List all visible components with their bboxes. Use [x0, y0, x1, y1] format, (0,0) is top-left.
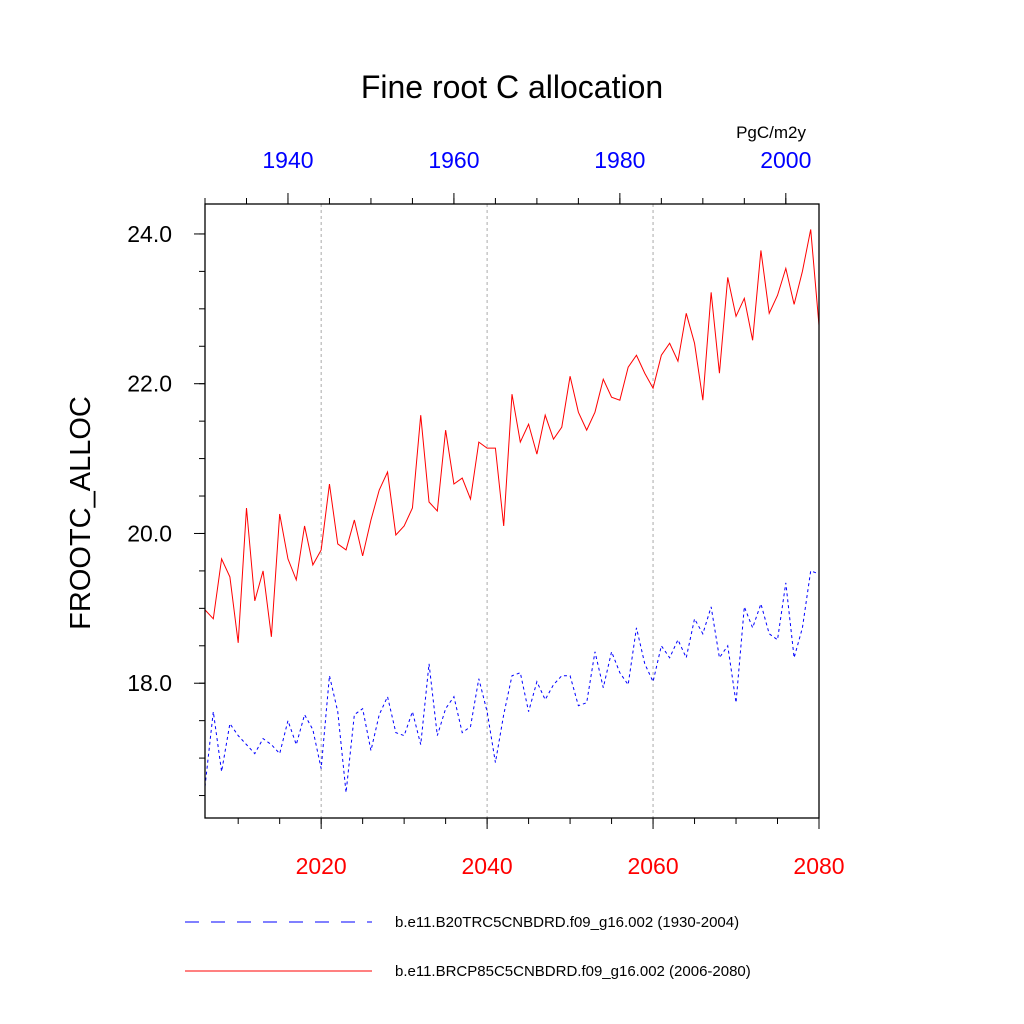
y-axis-label: FROOTC_ALLOC — [65, 396, 97, 630]
y-tick-label: 22.0 — [127, 371, 172, 397]
x-top-tick-label: 1980 — [594, 147, 645, 173]
y-axis: 18.0 20.0 22.0 24.0 — [127, 221, 205, 797]
legend-item-rcp85: b.e11.BRCP85C5CNBDRD.f09_g16.002 (2006-2… — [185, 963, 751, 980]
y-tick-label: 18.0 — [127, 670, 172, 696]
x-axis-bottom: 2020 2040 2060 2080 — [237, 818, 845, 879]
legend-label-rcp85: b.e11.BRCP85C5CNBDRD.f09_g16.002 (2006-2… — [395, 963, 751, 980]
series-layer — [205, 229, 819, 793]
y-tick-label: 24.0 — [127, 221, 172, 247]
legend-label-historical: b.e11.B20TRC5CNBDRD.f09_g16.002 (1930-20… — [395, 914, 739, 931]
series-line-historical — [205, 570, 819, 793]
x-bottom-tick-label: 2060 — [627, 853, 678, 879]
x-bottom-tick-label: 2080 — [793, 853, 844, 879]
x-bottom-tick-label: 2040 — [462, 853, 513, 879]
x-top-tick-label: 1940 — [262, 147, 313, 173]
units-label: PgC/m2y — [736, 123, 806, 142]
legend-item-historical: b.e11.B20TRC5CNBDRD.f09_g16.002 (1930-20… — [185, 914, 739, 931]
y-tick-label: 20.0 — [127, 520, 172, 546]
plot-frame — [204, 203, 820, 819]
x-bottom-tick-label: 2020 — [296, 853, 347, 879]
chart-title: Fine root C allocation — [361, 69, 663, 105]
legend: b.e11.B20TRC5CNBDRD.f09_g16.002 (1930-20… — [185, 914, 751, 980]
grid-lines — [320, 204, 654, 818]
x-axis-top: 1940 1960 1980 2000 — [204, 147, 811, 204]
x-top-tick-label: 2000 — [760, 147, 811, 173]
series-line-rcp85 — [205, 229, 819, 643]
x-top-tick-label: 1960 — [428, 147, 479, 173]
